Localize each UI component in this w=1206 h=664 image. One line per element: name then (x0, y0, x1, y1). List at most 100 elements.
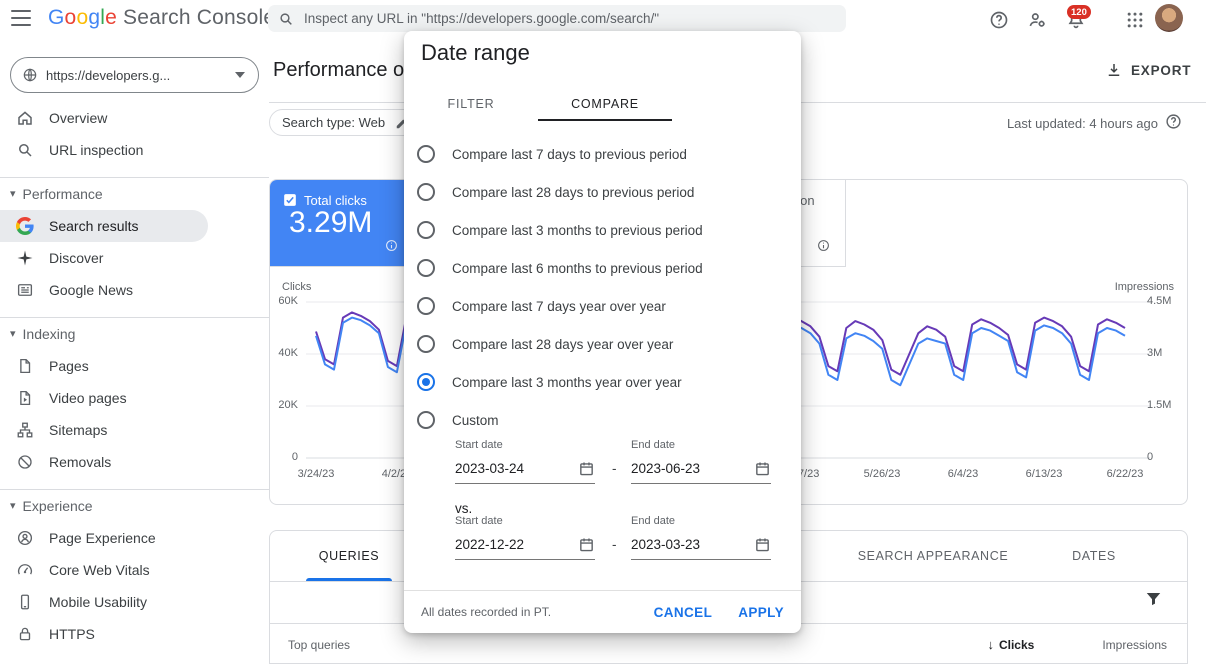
url-inspect-searchbox[interactable] (268, 5, 846, 32)
end-date-field-2[interactable]: End date 2023-03-23 (631, 515, 771, 560)
radio-option-28-days-previous[interactable]: Compare last 28 days to previous period (417, 173, 694, 211)
radio-option-3-months-yoy[interactable]: Compare last 3 months year over year (417, 363, 682, 401)
sidebar-item-label: Core Web Vitals (49, 562, 150, 578)
url-inspect-input[interactable] (304, 11, 836, 26)
tab-queries[interactable]: QUERIES (306, 531, 392, 581)
radio-label: Compare last 6 months to previous period (452, 260, 703, 276)
sidebar-item-mobile-usability[interactable]: Mobile Usability (0, 586, 208, 618)
pages-icon (16, 357, 34, 375)
sidebar-item-video-pages[interactable]: Video pages (0, 382, 208, 414)
tab-label: SEARCH APPEARANCE (857, 549, 1009, 563)
dialog-tab-compare[interactable]: COMPARE (538, 88, 672, 121)
x-axis-tick: 6/13/23 (1025, 468, 1063, 480)
app-logo[interactable]: Google Search Console (48, 6, 275, 30)
radio-option-custom[interactable]: Custom (417, 401, 499, 439)
property-selector[interactable]: https://developers.g... (10, 57, 259, 93)
info-icon[interactable] (817, 239, 830, 252)
tab-dates[interactable]: DATES (1059, 531, 1129, 581)
sidebar-item-pages[interactable]: Pages (0, 350, 208, 382)
dialog-title: Date range (421, 40, 530, 65)
calendar-icon[interactable] (578, 536, 595, 553)
end-date-value-2[interactable]: 2023-03-23 (631, 536, 701, 552)
x-axis-tick: 3/24/23 (297, 468, 335, 480)
sidebar-item-removals[interactable]: Removals (0, 446, 208, 478)
edit-pencil-icon (395, 116, 409, 130)
mobile-usability-icon (16, 593, 34, 611)
logo-letter: o (64, 6, 77, 29)
logo-letter: e (105, 6, 117, 29)
metric-card-value: 3.29M (289, 206, 373, 239)
radio-option-6-months-previous[interactable]: Compare last 6 months to previous period (417, 249, 703, 287)
sidebar-section-performance[interactable]: ▾ Performance (0, 182, 269, 206)
radio-option-3-months-previous[interactable]: Compare last 3 months to previous period (417, 211, 703, 249)
export-button[interactable]: EXPORT (1105, 61, 1191, 79)
sidebar-item-url-inspection[interactable]: URL inspection (0, 134, 208, 166)
tab-search-appearance[interactable]: SEARCH APPEARANCE (833, 531, 1033, 581)
sidebar-item-label: Mobile Usability (49, 594, 148, 610)
cancel-button[interactable]: CANCEL (653, 604, 713, 620)
radio-icon (417, 297, 435, 315)
sidebar-item-core-web-vitals[interactable]: Core Web Vitals (0, 554, 208, 586)
sidebar-item-page-experience[interactable]: Page Experience (0, 522, 208, 554)
hamburger-menu-icon[interactable] (11, 10, 31, 26)
field-label: Start date (455, 439, 503, 451)
radio-option-7-days-yoy[interactable]: Compare last 7 days year over year (417, 287, 666, 325)
x-axis-tick: 6/4/23 (947, 468, 979, 480)
apps-grid-icon[interactable] (1125, 10, 1145, 30)
search-icon (16, 141, 34, 159)
section-label: Indexing (22, 326, 76, 342)
calendar-icon[interactable] (754, 536, 771, 553)
column-header-impressions[interactable]: Impressions (1102, 637, 1167, 652)
sidebar-item-label: Sitemaps (49, 422, 108, 438)
y-axis-tick: 20K (278, 399, 298, 411)
sidebar-section-experience[interactable]: ▾ Experience (0, 494, 269, 518)
start-date-field-1[interactable]: Start date 2023-03-24 (455, 439, 595, 484)
sidebar-item-overview[interactable]: Overview (0, 102, 208, 134)
radio-icon (417, 183, 435, 201)
notifications-count-badge: 120 (1067, 5, 1091, 19)
https-lock-icon (16, 625, 34, 643)
calendar-icon[interactable] (754, 460, 771, 477)
apply-button[interactable]: APPLY (738, 604, 784, 620)
calendar-icon[interactable] (578, 460, 595, 477)
date-range-dialog: Date range FILTER COMPARE Compare last 7… (404, 31, 801, 633)
info-icon[interactable] (385, 239, 398, 252)
sidebar-item-label: Pages (49, 358, 89, 374)
help-icon[interactable] (989, 10, 1009, 30)
sidebar-item-google-news[interactable]: Google News (0, 274, 208, 306)
sidebar-item-search-results[interactable]: Search results (0, 210, 208, 242)
filter-funnel-icon[interactable] (1144, 589, 1163, 608)
download-icon (1105, 61, 1123, 79)
column-header-clicks[interactable]: ↓ Clicks (987, 637, 1034, 652)
y-axis-tick: 60K (278, 295, 298, 307)
end-date-value-1[interactable]: 2023-06-23 (631, 460, 701, 476)
end-date-field-1[interactable]: End date 2023-06-23 (631, 439, 771, 484)
start-date-value-1[interactable]: 2023-03-24 (455, 460, 525, 476)
radio-option-28-days-yoy[interactable]: Compare last 28 days year over year (417, 325, 673, 363)
radio-option-7-days-previous[interactable]: Compare last 7 days to previous period (417, 135, 687, 173)
sidebar-item-discover[interactable]: Discover (0, 242, 208, 274)
avatar[interactable] (1155, 4, 1183, 32)
start-date-field-2[interactable]: Start date 2022-12-22 (455, 515, 595, 560)
x-axis-tick: 6/22/23 (1106, 468, 1144, 480)
checked-checkbox-icon[interactable] (283, 193, 297, 207)
metric-card-total-clicks[interactable]: Total clicks 3.29M (270, 180, 414, 267)
radio-label: Compare last 3 months to previous period (452, 222, 703, 238)
sidebar: https://developers.g... Overview URL ins… (0, 38, 269, 664)
radio-label: Compare last 7 days year over year (452, 298, 666, 314)
user-settings-icon[interactable] (1027, 10, 1047, 30)
radio-icon (417, 145, 435, 163)
field-label: End date (631, 515, 676, 527)
sidebar-section-indexing[interactable]: ▾ Indexing (0, 322, 269, 346)
start-date-value-2[interactable]: 2022-12-22 (455, 536, 525, 552)
search-type-chip[interactable]: Search type: Web (269, 109, 420, 136)
date-separator: - (612, 537, 617, 552)
radio-selected-icon (417, 373, 435, 391)
column-header-top-queries[interactable]: Top queries (288, 637, 351, 652)
help-circle-icon[interactable] (1165, 113, 1182, 130)
sidebar-item-https[interactable]: HTTPS (0, 618, 208, 650)
sidebar-item-sitemaps[interactable]: Sitemaps (0, 414, 208, 446)
dialog-tab-filter[interactable]: FILTER (404, 88, 538, 121)
vs-label: vs. (455, 501, 473, 516)
logo-letter: o (76, 6, 89, 29)
